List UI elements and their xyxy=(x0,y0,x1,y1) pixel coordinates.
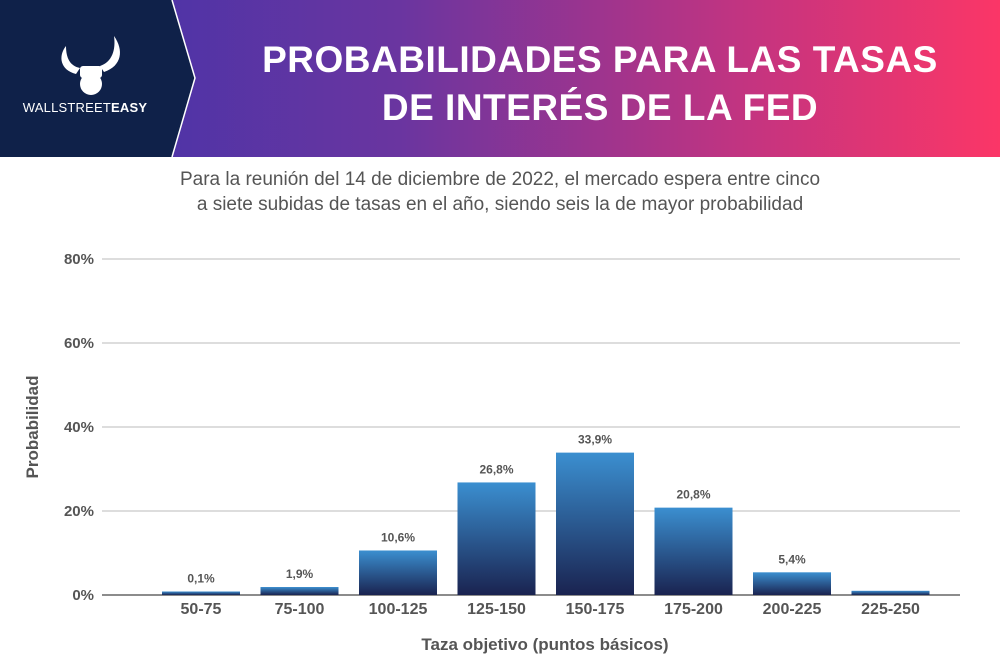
y-tick-label: 80% xyxy=(64,251,94,268)
data-label: 26,8% xyxy=(479,462,513,476)
x-tick-label: 175-200 xyxy=(664,601,723,618)
bull-horns-fist-icon xyxy=(61,36,120,95)
y-tick-label: 0% xyxy=(72,587,94,604)
bar xyxy=(457,482,536,595)
y-tick-label: 60% xyxy=(64,335,94,352)
y-tick-label: 20% xyxy=(64,503,94,520)
bar xyxy=(753,572,831,595)
data-label: 1,9% xyxy=(286,567,314,581)
title-line-2: DE INTERÉS DE LA FED xyxy=(381,87,819,128)
y-axis-title: Probabilidad xyxy=(23,376,42,479)
bar xyxy=(851,590,930,595)
y-tick-label: 40% xyxy=(64,419,94,436)
bar xyxy=(654,507,733,595)
data-label: 10,6% xyxy=(381,530,415,544)
data-label: 20,8% xyxy=(676,488,710,502)
x-tick-label: 100-125 xyxy=(369,601,428,618)
data-label: 0,1% xyxy=(187,572,215,586)
x-tick-label: 125-150 xyxy=(467,601,526,618)
subtitle: Para la reunión del 14 de diciembre de 2… xyxy=(0,167,1000,217)
header-banner: WALLSTREETEASY PROBABILIDADES PARA LAS T… xyxy=(0,0,1000,157)
x-axis-title: Taza objetivo (puntos básicos) xyxy=(421,635,668,654)
logo-panel xyxy=(0,0,196,157)
x-tick-label: 50-75 xyxy=(181,601,222,618)
bar xyxy=(260,587,339,595)
page-title: PROBABILIDADES PARA LAS TASAS DE INTERÉS… xyxy=(200,36,1000,132)
x-tick-label: 200-225 xyxy=(763,601,822,618)
data-label: 5,4% xyxy=(778,552,806,566)
subtitle-line-1: Para la reunión del 14 de diciembre de 2… xyxy=(179,169,821,190)
x-tick-label: 75-100 xyxy=(275,601,325,618)
bar xyxy=(162,591,240,595)
x-tick-label: 225-250 xyxy=(861,601,920,618)
bar xyxy=(556,452,634,595)
data-label: 33,9% xyxy=(578,433,612,447)
title-line-1: PROBABILIDADES PARA LAS TASAS xyxy=(262,39,938,80)
logo-wordmark: WALLSTREETEASY xyxy=(22,100,148,115)
bar xyxy=(359,550,437,595)
subtitle-line-2: a siete subidas de tasas en el año, sien… xyxy=(196,194,804,215)
x-tick-label: 150-175 xyxy=(566,601,625,618)
